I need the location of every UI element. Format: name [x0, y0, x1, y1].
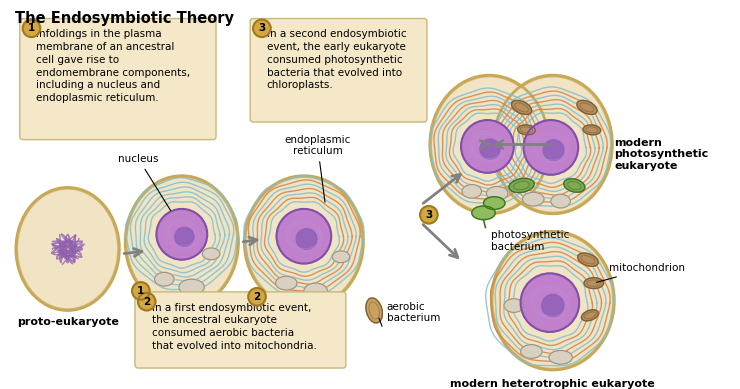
Text: endoplasmic
reticulum: endoplasmic reticulum: [284, 135, 351, 202]
Circle shape: [296, 229, 317, 249]
Text: mitochondrion: mitochondrion: [596, 263, 685, 282]
Text: 3: 3: [258, 23, 266, 33]
Ellipse shape: [551, 194, 571, 208]
Ellipse shape: [275, 276, 297, 290]
FancyBboxPatch shape: [20, 19, 216, 140]
Ellipse shape: [18, 190, 116, 308]
Text: 1: 1: [137, 286, 144, 296]
Ellipse shape: [584, 278, 604, 289]
Ellipse shape: [483, 197, 505, 209]
Ellipse shape: [430, 75, 549, 214]
Ellipse shape: [549, 350, 572, 364]
Ellipse shape: [509, 179, 534, 193]
Ellipse shape: [511, 100, 531, 114]
Ellipse shape: [486, 186, 508, 200]
Ellipse shape: [577, 100, 597, 114]
Ellipse shape: [491, 231, 614, 370]
Circle shape: [138, 293, 155, 310]
Circle shape: [156, 209, 207, 260]
Ellipse shape: [521, 345, 542, 358]
Circle shape: [132, 282, 149, 300]
Ellipse shape: [578, 253, 598, 266]
Circle shape: [542, 294, 564, 317]
Ellipse shape: [433, 78, 546, 211]
Text: aerobic
bacterium: aerobic bacterium: [387, 301, 440, 323]
Text: In a second endosymbiotic
event, the early eukaryote
consumed photosynthetic
bac: In a second endosymbiotic event, the ear…: [267, 29, 406, 91]
Text: Infoldings in the plasma
membrane of an ancestral
cell gave rise to
endomembrane: Infoldings in the plasma membrane of an …: [36, 29, 190, 103]
Text: proto-eukaryote: proto-eukaryote: [17, 317, 118, 327]
Ellipse shape: [564, 179, 585, 192]
Ellipse shape: [125, 176, 238, 308]
Text: In a first endosymbiotic event,
the ancestral eukaryote
consumed aerobic bacteri: In a first endosymbiotic event, the ance…: [152, 303, 317, 351]
Ellipse shape: [583, 125, 601, 135]
Text: modern
photosynthetic
eukaryote: modern photosynthetic eukaryote: [614, 138, 709, 171]
Circle shape: [521, 273, 579, 332]
Ellipse shape: [247, 179, 360, 306]
Text: 1: 1: [28, 23, 35, 33]
Ellipse shape: [128, 179, 235, 306]
Ellipse shape: [494, 234, 611, 367]
Circle shape: [175, 227, 194, 247]
Ellipse shape: [522, 192, 544, 206]
Circle shape: [480, 139, 500, 159]
Ellipse shape: [518, 125, 535, 135]
Text: nucleus: nucleus: [118, 154, 171, 210]
Ellipse shape: [332, 251, 350, 263]
Ellipse shape: [582, 310, 599, 321]
Text: modern heterotrophic eukaryote: modern heterotrophic eukaryote: [451, 379, 655, 389]
Circle shape: [23, 19, 40, 37]
Text: 2: 2: [253, 292, 260, 302]
Circle shape: [543, 140, 564, 161]
Ellipse shape: [472, 206, 495, 220]
FancyBboxPatch shape: [250, 19, 427, 122]
FancyBboxPatch shape: [135, 292, 346, 368]
Ellipse shape: [497, 78, 610, 211]
Ellipse shape: [462, 184, 482, 198]
Text: 3: 3: [425, 210, 432, 220]
Ellipse shape: [179, 279, 204, 295]
Text: 2: 2: [143, 297, 150, 307]
Circle shape: [253, 19, 271, 37]
Circle shape: [420, 206, 437, 224]
Ellipse shape: [202, 248, 220, 260]
Ellipse shape: [494, 75, 613, 214]
Circle shape: [248, 288, 266, 306]
Ellipse shape: [504, 299, 523, 312]
Ellipse shape: [155, 272, 174, 286]
Ellipse shape: [366, 298, 383, 323]
Ellipse shape: [304, 283, 327, 299]
Text: The Endosymbiotic Theory: The Endosymbiotic Theory: [15, 11, 234, 26]
Circle shape: [277, 209, 332, 264]
Ellipse shape: [244, 176, 363, 308]
Ellipse shape: [16, 187, 119, 310]
Circle shape: [461, 120, 514, 173]
Circle shape: [523, 120, 578, 175]
Text: photosynthetic
bacterium: photosynthetic bacterium: [491, 230, 570, 252]
